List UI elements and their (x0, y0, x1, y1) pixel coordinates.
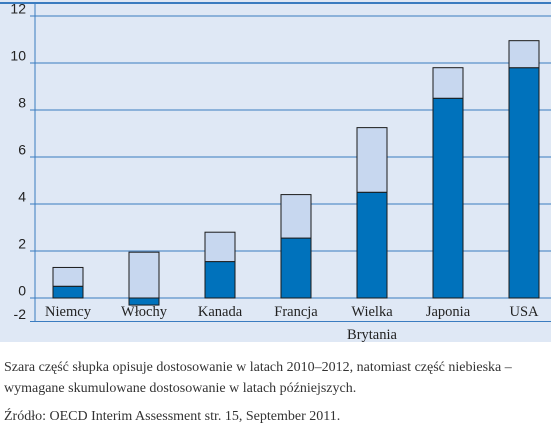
bar-segment (280, 194, 312, 239)
x-tick-label: Niemcy (45, 304, 91, 320)
y-tick-label: 0 (18, 283, 26, 299)
chart: -2 0 2 4 6 8 10 12 (0, 0, 551, 342)
y-tick-label: 12 (10, 1, 26, 17)
bar-segment (508, 40, 540, 69)
source: Źródło: OECD Interim Assessment str. 15,… (4, 409, 341, 424)
bar-segment (204, 231, 236, 263)
caption: Szara część słupka opisuje dostosowanie … (4, 360, 512, 396)
x-tick-label: Francja (274, 304, 318, 320)
bar-segment (508, 67, 540, 299)
x-tick-label: Włochy (121, 304, 167, 320)
bar-segment (432, 67, 464, 99)
bar-segment (280, 237, 312, 299)
bar-segment (128, 251, 160, 299)
y-tick-label: 2 (18, 236, 26, 252)
bar-segment (52, 285, 84, 299)
x-tick-label: Japonia (425, 304, 471, 320)
bar-segment (204, 261, 236, 299)
x-tick-label: Kanada (197, 304, 243, 320)
y-tick-label: 4 (18, 189, 26, 205)
bar-segment (432, 97, 464, 299)
bar-segment (356, 191, 388, 299)
y-tick-label: 10 (10, 48, 26, 64)
x-tick-label: Wielka Brytania (347, 304, 397, 343)
y-tick-label: -2 (14, 306, 27, 322)
y-tick-label: 8 (18, 95, 26, 111)
x-tick-label: USA (509, 304, 539, 320)
bar-segment (356, 127, 388, 193)
bar-segment (52, 266, 84, 287)
y-tick-label: 6 (18, 142, 26, 158)
